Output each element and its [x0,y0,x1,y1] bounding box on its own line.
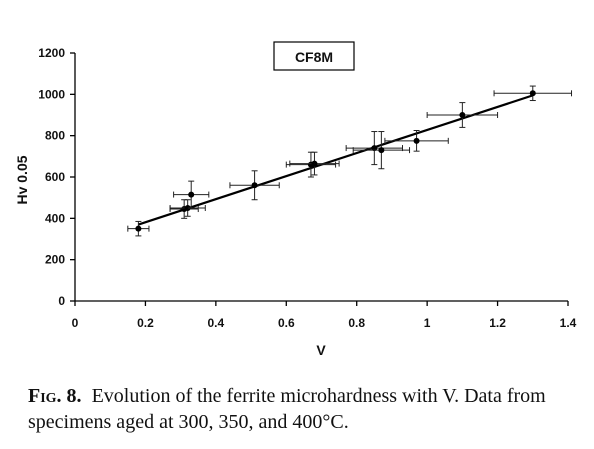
y-tick-label: 800 [45,129,65,143]
data-point [251,182,258,189]
chart: 0 200 400 600 800 1000 1200 0 0.2 0.4 0.6 0.8 1 1.2 1.… [14,41,577,358]
y-tick-label: 600 [45,170,65,184]
x-tick-label: 0 [72,316,79,330]
x-tick-label: 1.2 [489,316,506,330]
x-tick-label: 0.2 [137,316,154,330]
x-tick-label: 1 [424,316,431,330]
chart-title: CF8M [295,49,333,65]
x-tick-label: 0.4 [208,316,225,330]
data-point [413,137,420,144]
figure-caption-text: Evolution of the ferrite microhardness w… [28,385,546,433]
data-point [311,160,318,167]
y-tick-label: 0 [58,294,65,308]
y-tick-label: 1000 [38,87,65,101]
x-tick-label: 1.4 [560,316,577,330]
fit-line [138,94,534,226]
y-axis-label: Hv 0.05 [14,155,30,204]
data-point [459,112,466,118]
chart-title-box [273,41,355,71]
figure-caption-label: Fig. 8. [28,385,82,407]
x-tick-label: 0.6 [278,316,295,330]
x-tick-label: 0.8 [348,316,365,330]
data-point [135,225,142,232]
y-tick-label: 1200 [38,46,65,60]
data-point [188,191,195,198]
data-point [529,90,536,97]
y-tick-label: 200 [45,253,65,267]
data-point [371,145,378,152]
x-axis-label: V [316,342,326,358]
figure-caption: Fig. 8. Evolution of the ferrite microha… [28,383,588,435]
data-point [378,147,385,154]
y-tick-label: 400 [45,211,65,225]
data-point [184,205,191,211]
